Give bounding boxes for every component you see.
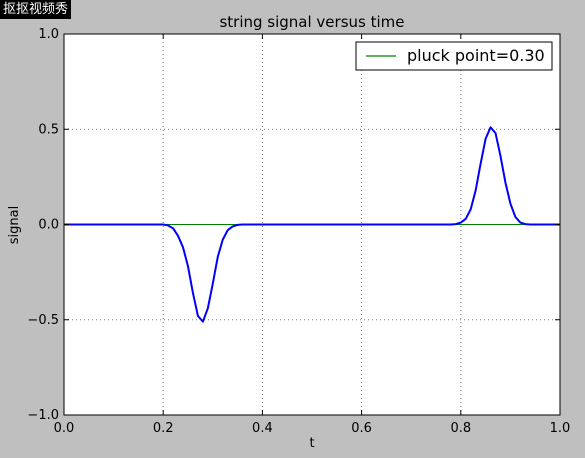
x-tick-label: 0.6	[351, 421, 372, 436]
x-tick-labels: 0.0 0.2 0.4 0.6 0.8 1.0	[54, 421, 571, 436]
signal-series-line	[64, 126, 560, 323]
y-axis-label: signal	[7, 206, 22, 244]
x-axis-label: t	[309, 436, 314, 451]
x-tick-label: 0.2	[153, 421, 174, 436]
tick-marks	[63, 33, 561, 416]
x-tick-label: 0.8	[450, 421, 471, 436]
x-tick-label: 1.0	[550, 421, 571, 436]
y-tick-label: 0.0	[38, 218, 59, 233]
x-tick-label: 0.0	[54, 421, 75, 436]
y-tick-label: 0.5	[38, 122, 59, 137]
series-layer	[64, 126, 560, 323]
x-tick-label: 0.4	[252, 421, 273, 436]
chart-title: string signal versus time	[219, 13, 404, 31]
legend-label: pluck point=0.30	[407, 46, 545, 65]
watermark: 抠抠视频秀	[0, 0, 72, 19]
y-tick-labels: −1.0 −0.5 0.0 0.5 1.0	[27, 27, 59, 423]
y-tick-label: −0.5	[27, 313, 59, 328]
legend: pluck point=0.30	[355, 41, 553, 71]
y-tick-label: 1.0	[38, 27, 59, 42]
y-tick-label: −1.0	[27, 408, 59, 423]
